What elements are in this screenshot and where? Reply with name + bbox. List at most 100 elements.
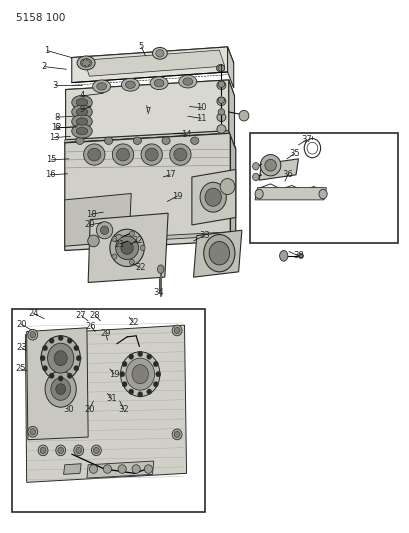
Ellipse shape — [67, 373, 72, 378]
Ellipse shape — [118, 465, 126, 473]
Ellipse shape — [103, 465, 111, 473]
Ellipse shape — [96, 222, 112, 239]
Ellipse shape — [203, 235, 234, 272]
Text: 15: 15 — [46, 156, 56, 164]
Ellipse shape — [43, 345, 47, 351]
Text: 31: 31 — [106, 394, 117, 403]
Text: 22: 22 — [128, 318, 138, 327]
Text: 19: 19 — [171, 192, 182, 200]
Ellipse shape — [91, 445, 101, 456]
Ellipse shape — [28, 329, 38, 340]
Ellipse shape — [28, 426, 38, 437]
Text: 19: 19 — [108, 370, 119, 378]
Ellipse shape — [122, 361, 127, 367]
Ellipse shape — [254, 189, 263, 199]
Ellipse shape — [146, 354, 151, 359]
Ellipse shape — [144, 465, 152, 473]
Polygon shape — [193, 230, 241, 277]
Ellipse shape — [137, 351, 142, 357]
Ellipse shape — [89, 465, 97, 473]
Ellipse shape — [88, 235, 99, 247]
Text: 20: 20 — [84, 221, 94, 229]
Ellipse shape — [174, 431, 180, 438]
Ellipse shape — [97, 83, 106, 90]
Polygon shape — [87, 461, 153, 478]
Ellipse shape — [49, 373, 54, 378]
Ellipse shape — [126, 358, 154, 390]
Polygon shape — [88, 213, 168, 282]
Text: 10: 10 — [196, 103, 207, 112]
Text: 5158 100: 5158 100 — [16, 13, 65, 23]
Ellipse shape — [30, 429, 36, 435]
Text: 20: 20 — [84, 405, 94, 414]
Ellipse shape — [172, 325, 182, 336]
Ellipse shape — [72, 95, 92, 109]
Ellipse shape — [218, 81, 224, 87]
Ellipse shape — [76, 356, 81, 361]
Ellipse shape — [218, 109, 224, 115]
Ellipse shape — [146, 389, 151, 394]
Ellipse shape — [145, 148, 158, 161]
Polygon shape — [65, 133, 235, 159]
Text: 26: 26 — [85, 322, 96, 330]
Ellipse shape — [260, 155, 280, 176]
Polygon shape — [84, 50, 224, 76]
Ellipse shape — [216, 97, 225, 106]
Bar — [249, 133, 397, 243]
Ellipse shape — [252, 173, 258, 181]
Ellipse shape — [264, 159, 276, 171]
Ellipse shape — [178, 75, 196, 88]
Ellipse shape — [128, 354, 133, 359]
Ellipse shape — [76, 108, 88, 116]
Ellipse shape — [129, 260, 134, 265]
Ellipse shape — [169, 144, 191, 165]
Ellipse shape — [157, 265, 164, 273]
Ellipse shape — [80, 59, 92, 67]
Ellipse shape — [140, 245, 145, 251]
Text: 11: 11 — [195, 114, 206, 123]
Ellipse shape — [153, 382, 158, 387]
Ellipse shape — [58, 447, 63, 454]
Text: 4: 4 — [79, 92, 84, 100]
Ellipse shape — [155, 50, 164, 57]
Text: 25: 25 — [15, 365, 26, 373]
Ellipse shape — [43, 366, 47, 371]
Ellipse shape — [83, 144, 105, 165]
Ellipse shape — [216, 113, 225, 122]
Ellipse shape — [110, 229, 144, 266]
Text: 7: 7 — [144, 108, 150, 116]
Text: 38: 38 — [292, 252, 303, 260]
Text: 17: 17 — [164, 171, 175, 179]
Text: 24: 24 — [28, 309, 39, 318]
Ellipse shape — [112, 254, 117, 259]
Ellipse shape — [100, 226, 108, 235]
Ellipse shape — [220, 179, 234, 195]
Ellipse shape — [104, 137, 112, 144]
Text: 27: 27 — [76, 311, 86, 320]
Ellipse shape — [173, 148, 187, 161]
Polygon shape — [228, 80, 234, 147]
Ellipse shape — [119, 372, 124, 377]
Text: 30: 30 — [63, 405, 74, 414]
Ellipse shape — [209, 241, 229, 265]
Polygon shape — [65, 133, 230, 251]
Ellipse shape — [76, 447, 81, 454]
Text: 14: 14 — [181, 130, 191, 139]
Ellipse shape — [122, 382, 127, 387]
Ellipse shape — [93, 447, 99, 454]
Ellipse shape — [45, 371, 76, 407]
Ellipse shape — [38, 445, 48, 456]
Ellipse shape — [155, 372, 160, 377]
Ellipse shape — [132, 365, 148, 384]
Ellipse shape — [133, 137, 141, 144]
Ellipse shape — [56, 445, 65, 456]
Ellipse shape — [92, 80, 110, 93]
Ellipse shape — [88, 148, 101, 161]
Ellipse shape — [116, 148, 129, 161]
Ellipse shape — [154, 79, 164, 87]
Ellipse shape — [77, 56, 95, 70]
Ellipse shape — [67, 338, 72, 343]
Text: 32: 32 — [118, 405, 129, 414]
Bar — [12, 309, 204, 512]
Ellipse shape — [174, 327, 180, 334]
